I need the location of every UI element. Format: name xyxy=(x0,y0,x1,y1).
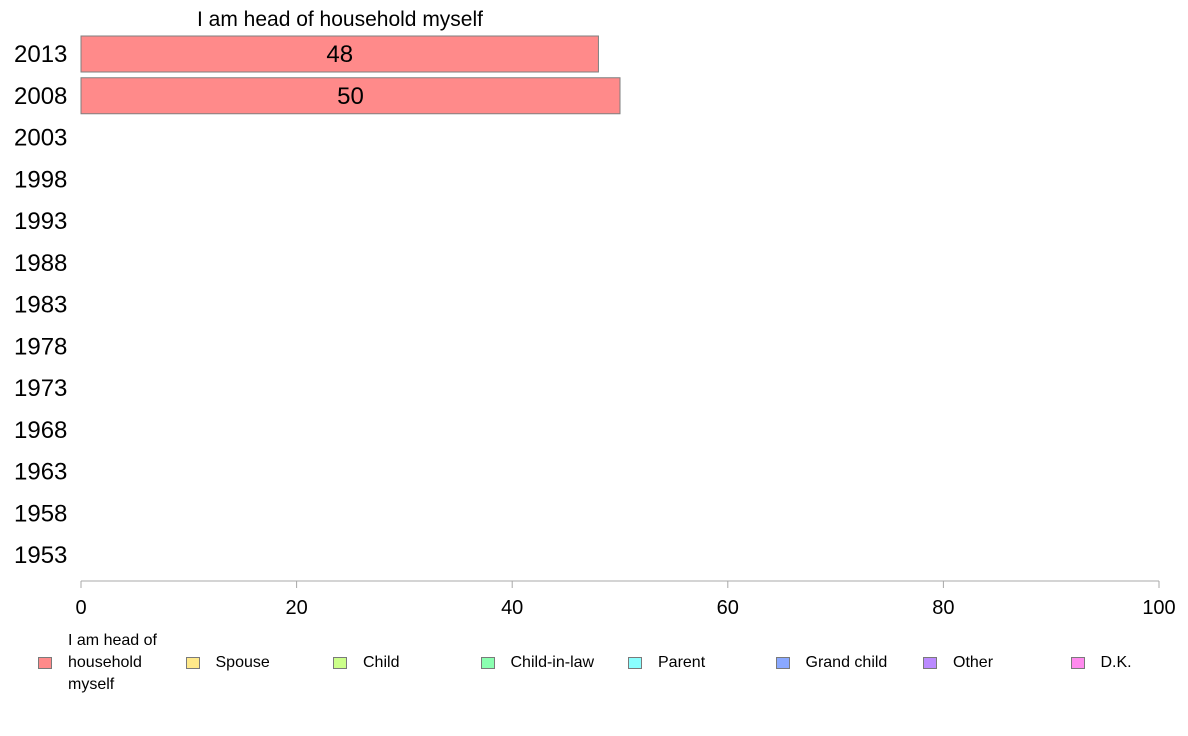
legend-swatch xyxy=(333,657,347,669)
y-tick-label: 2003 xyxy=(14,125,67,152)
legend-label: I am head of household myself xyxy=(68,632,157,693)
bar-data-label: 50 xyxy=(337,83,364,110)
legend-label: Spouse xyxy=(215,654,270,671)
y-tick-label: 1978 xyxy=(14,333,67,360)
y-tick-label: 1963 xyxy=(14,459,67,486)
legend-item: D.K. xyxy=(1070,628,1188,698)
legend-item: Spouse xyxy=(185,628,316,698)
legend-swatch xyxy=(1070,657,1085,669)
legend-label: D.K. xyxy=(1100,654,1132,671)
legend-item: Child-in-law xyxy=(480,628,611,698)
legend-swatch xyxy=(775,657,790,669)
legend-swatch xyxy=(480,657,495,669)
x-tick-label: 20 xyxy=(285,597,307,619)
legend-item: Grand child xyxy=(775,628,906,698)
legend-swatch xyxy=(628,657,642,669)
y-tick-label: 1968 xyxy=(14,417,67,444)
chart-title: I am head of household myself xyxy=(197,8,483,31)
y-tick-label: 1993 xyxy=(14,208,67,235)
legend-label: Child xyxy=(363,654,400,671)
y-tick-label: 2013 xyxy=(14,41,67,68)
y-tick-label: 1998 xyxy=(14,166,67,193)
y-tick-label: 2008 xyxy=(14,83,67,110)
x-tick-label: 40 xyxy=(501,597,523,619)
y-tick-label: 1983 xyxy=(14,292,67,319)
bar-data-label: 48 xyxy=(326,41,353,68)
legend-label: Other xyxy=(953,654,994,671)
legend-label: Parent xyxy=(658,654,706,671)
legend-label: Grand child xyxy=(805,654,888,671)
y-tick-label: 1953 xyxy=(14,542,67,569)
legend: I am head of household myself Spouse Child… xyxy=(0,628,1188,708)
bars-layer: 48 50 xyxy=(80,35,621,115)
y-tick-label: 1988 xyxy=(14,250,67,277)
x-axis: 0 20 40 60 80 100 xyxy=(75,580,1176,619)
legend-swatch xyxy=(923,657,937,669)
legend-item: Parent xyxy=(628,628,758,698)
legend-item: I am head of household myself xyxy=(38,628,168,698)
legend-swatch xyxy=(185,657,200,669)
bar xyxy=(80,77,621,115)
legend-item: Other xyxy=(923,628,1053,698)
bar xyxy=(80,35,599,73)
x-tick-label: 100 xyxy=(1142,597,1175,619)
x-tick-label: 60 xyxy=(717,597,739,619)
y-axis-labels: 2013 2008 2003 1998 1993 1988 1983 1978 1973 1968… xyxy=(14,41,67,569)
y-tick-label: 1973 xyxy=(14,375,67,402)
y-tick-label: 1958 xyxy=(14,500,67,527)
x-tick-label: 0 xyxy=(75,597,86,619)
legend-label: Child-in-law xyxy=(510,654,595,671)
x-tick-label: 80 xyxy=(932,597,954,619)
legend-swatch xyxy=(38,657,52,669)
legend-item: Child xyxy=(333,628,463,698)
